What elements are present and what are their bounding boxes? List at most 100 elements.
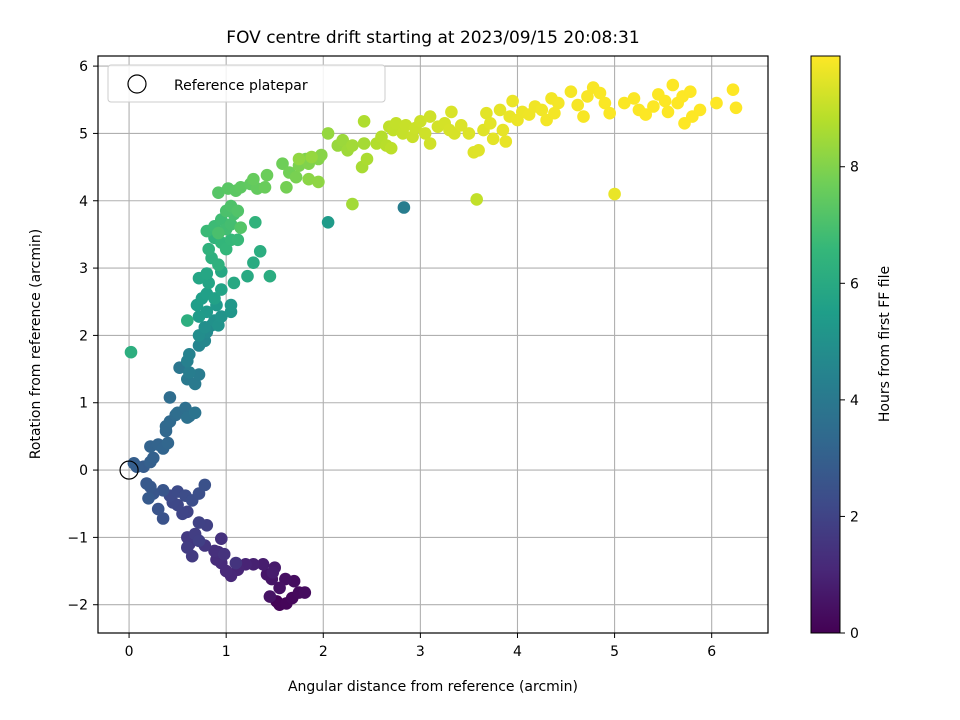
data-point — [161, 436, 175, 450]
data-point — [305, 150, 318, 164]
data-point — [418, 127, 432, 140]
data-point — [445, 105, 458, 119]
y-tick-label: 3 — [79, 261, 88, 277]
data-point — [647, 100, 660, 113]
data-point — [493, 103, 507, 117]
data-point — [658, 94, 672, 108]
data-point — [639, 108, 652, 121]
y-tick-label: −1 — [67, 530, 88, 546]
data-point — [198, 321, 212, 334]
legend-marker-reference — [127, 74, 147, 94]
data-point — [202, 242, 215, 256]
data-point — [212, 258, 225, 272]
data-point — [151, 502, 165, 516]
data-point — [202, 276, 215, 290]
data-point — [253, 245, 267, 258]
data-point — [229, 556, 243, 570]
colorbar-tick-label: 8 — [850, 160, 859, 176]
data-point — [192, 534, 206, 548]
data-point — [397, 201, 411, 214]
scatter-points — [124, 78, 743, 611]
data-point — [470, 193, 484, 206]
legend-label-reference: Reference platepar — [174, 78, 308, 94]
data-point — [124, 345, 138, 359]
data-point — [321, 216, 335, 229]
data-point — [506, 94, 519, 108]
data-point — [217, 547, 231, 561]
x-axis-ticks: 0 1 2 3 4 5 6 — [125, 633, 716, 660]
data-point — [603, 106, 616, 120]
data-point — [661, 105, 675, 119]
y-tick-label: 4 — [79, 194, 88, 210]
data-point — [389, 117, 403, 130]
data-point — [231, 233, 245, 247]
data-point — [200, 267, 214, 280]
data-point — [192, 516, 206, 529]
reference-point — [119, 460, 139, 480]
y-tick-label: 2 — [79, 328, 88, 344]
data-point — [598, 96, 612, 110]
data-point — [710, 96, 723, 110]
data-point — [666, 78, 680, 92]
data-point — [163, 391, 177, 404]
x-tick-label: 5 — [610, 644, 619, 660]
data-point — [183, 366, 196, 379]
data-point — [156, 512, 170, 525]
x-tick-label: 1 — [222, 644, 231, 660]
data-point — [346, 139, 359, 152]
data-point — [276, 157, 289, 170]
data-point — [215, 283, 228, 296]
data-point — [241, 269, 254, 283]
data-point — [357, 137, 371, 150]
data-point — [298, 586, 312, 599]
x-tick-label: 0 — [125, 644, 134, 660]
data-point — [208, 292, 221, 305]
data-point — [577, 110, 590, 123]
data-point — [192, 368, 206, 381]
data-point — [423, 137, 437, 150]
data-point — [292, 152, 306, 166]
data-point — [156, 484, 170, 497]
x-tick-label: 2 — [319, 644, 328, 660]
data-point — [496, 123, 510, 137]
colorbar-tick-label: 0 — [850, 626, 859, 642]
colorbar-ticks: 0 2 4 6 8 — [840, 160, 859, 642]
data-point — [192, 310, 206, 323]
data-point — [215, 310, 228, 323]
data-point — [480, 106, 493, 120]
data-point — [249, 216, 262, 229]
x-tick-label: 4 — [513, 644, 522, 660]
data-point — [273, 581, 286, 595]
data-point — [693, 103, 707, 117]
colorbar-tick-label: 4 — [850, 393, 859, 409]
data-point — [321, 127, 335, 140]
data-point — [181, 314, 194, 327]
colorbar — [810, 55, 841, 634]
legend: Reference platepar — [107, 64, 386, 103]
data-point — [454, 119, 468, 132]
data-point — [140, 477, 153, 490]
data-point — [181, 541, 194, 554]
data-point — [357, 115, 371, 128]
data-point — [302, 172, 316, 186]
colorbar-tick-label: 6 — [850, 276, 859, 292]
data-point — [571, 98, 584, 112]
data-point — [212, 186, 225, 199]
reference-marker — [119, 460, 139, 480]
data-point — [183, 348, 196, 361]
data-point — [212, 226, 225, 240]
data-point — [486, 132, 500, 146]
data-point — [147, 451, 160, 465]
data-point — [729, 101, 743, 115]
data-point — [247, 172, 260, 186]
y-tick-label: 0 — [79, 463, 88, 479]
data-point — [726, 83, 740, 96]
y-axis-ticks: −2 −1 0 1 2 3 4 5 6 — [67, 59, 98, 614]
colorbar-tick-label: 2 — [850, 509, 859, 525]
data-point — [289, 170, 303, 184]
data-point — [484, 117, 497, 130]
data-point — [256, 558, 270, 571]
data-point — [472, 144, 485, 157]
data-point — [414, 115, 427, 128]
data-point — [215, 532, 228, 545]
